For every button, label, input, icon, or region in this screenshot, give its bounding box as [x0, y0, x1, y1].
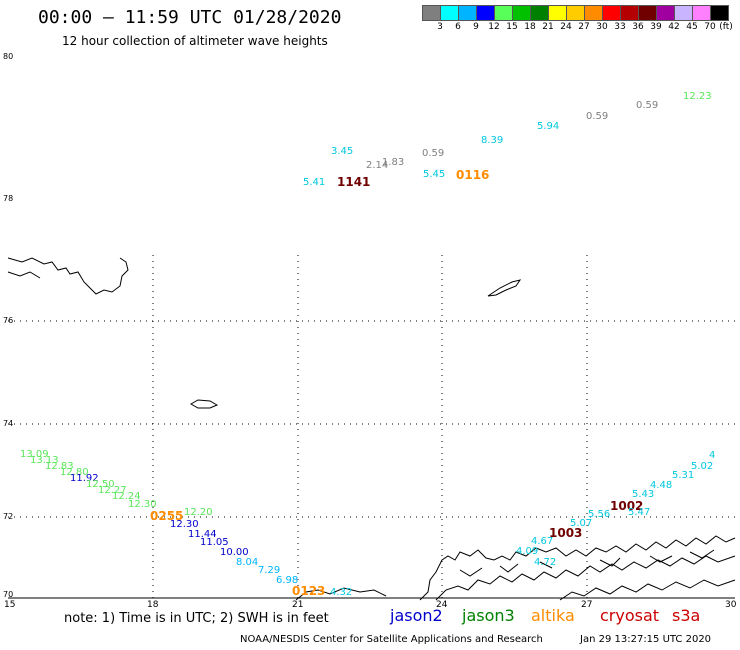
lat-label-74: 74 [3, 419, 14, 428]
scale-label: 70 [704, 22, 716, 32]
wave-height-label: 13.13 [30, 455, 59, 466]
wave-height-label: 12.30 [170, 519, 199, 530]
scale-label: 39 [650, 22, 662, 32]
wave-height-label: 0.59 [586, 111, 609, 122]
wave-height-label: 4.32 [330, 587, 353, 598]
wave-height-label: 12.30 [128, 499, 157, 510]
lon-label-24: 24 [436, 600, 448, 610]
wave-height-label: 8.39 [481, 135, 504, 146]
wave-height-label: 5.07 [570, 518, 593, 529]
wave-height-label: 5.45 [423, 169, 446, 180]
legend-jason3: jason3 [462, 606, 515, 625]
lon-label-15: 15 [4, 600, 16, 610]
lon-label-27: 27 [581, 600, 593, 610]
wave-height-label: 4.72 [534, 557, 557, 568]
wave-height-label: 5.02 [691, 461, 714, 472]
wave-height-label: 12.27 [98, 485, 127, 496]
map-subtitle: 12 hour collection of altimeter wave hei… [62, 34, 328, 48]
wave-height-label: 1.83 [382, 157, 405, 168]
wave-height-label: 11.92 [70, 473, 99, 484]
scale-label: 30 [596, 22, 608, 32]
wave-height-label: 12.20 [184, 507, 213, 518]
coastline [7, 257, 736, 601]
wave-height-label: 5.31 [672, 470, 695, 481]
legend-s3a: s3a [672, 606, 701, 625]
wave-height-label: 2.14 [366, 160, 389, 171]
legend-jason2: jason2 [390, 606, 443, 625]
wave-height-label: 5.43 [632, 489, 655, 500]
lon-label-30: 30 [725, 600, 737, 610]
scale-label: 15 [506, 22, 518, 32]
wave-height-label: 1003 [549, 526, 583, 540]
wave-height-label: 8.04 [236, 557, 259, 568]
legend-cryosat: cryosat [600, 606, 660, 625]
wave-height-label: 12.50 [86, 479, 115, 490]
wave-height-label: 5.47 [628, 507, 651, 518]
lat-label-72: 72 [3, 512, 14, 521]
wave-height-label: 5.56 [588, 509, 611, 520]
wave-height-label: 13.09 [20, 449, 49, 460]
wave-height-label: 0.59 [422, 148, 445, 159]
wave-height-label: 6.98 [276, 575, 299, 586]
wave-height-label: 4 [709, 450, 716, 461]
scale-label: 21 [542, 22, 554, 32]
footer-note: note: 1) Time is in UTC; 2) SWH is in fe… [64, 611, 329, 626]
wave-height-label: 4.67 [531, 536, 554, 547]
scale-label: 45 [686, 22, 698, 32]
wave-height-label: 1002 [610, 499, 644, 513]
wave-height-label: 11.05 [200, 537, 229, 548]
wave-height-label: 12.24 [112, 491, 141, 502]
map-title: 00:00 – 11:59 UTC 01/28/2020 [38, 7, 342, 28]
wave-height-label: 4.48 [650, 480, 673, 491]
scale-label: 12 [488, 22, 500, 32]
lon-label-18: 18 [147, 600, 159, 610]
wave-height-label: 12.83 [45, 461, 74, 472]
scale-unit: (ft) [719, 22, 733, 32]
wave-height-label: 12.23 [683, 91, 712, 102]
lat-label-70: 70 [3, 590, 14, 599]
generation-timestamp: Jan 29 13:27:15 UTC 2020 [580, 634, 712, 645]
scale-label: 24 [560, 22, 572, 32]
scale-swatch [710, 5, 729, 21]
graticule [8, 255, 735, 600]
wave-height-label: 0255 [150, 509, 184, 523]
wave-height-label: 5.41 [303, 177, 326, 188]
scale-label: 33 [614, 22, 626, 32]
wave-height-label: 3.45 [331, 146, 354, 157]
wave-height-label: 0123 [292, 584, 326, 598]
scale-label: 42 [668, 22, 680, 32]
wave-height-label: 0.59 [636, 100, 659, 111]
lat-label-76: 76 [3, 316, 14, 325]
lon-label-21: 21 [292, 600, 304, 610]
lat-label-78: 78 [3, 194, 14, 203]
wave-height-label: 10.00 [220, 547, 249, 558]
wave-height-label: 0116 [456, 168, 490, 182]
scale-label: 6 [455, 22, 461, 32]
scale-label: 18 [524, 22, 536, 32]
wave-height-label: 12.80 [60, 467, 89, 478]
scale-label: 9 [473, 22, 479, 32]
credit-text: NOAA/NESDIS Center for Satellite Applica… [240, 634, 543, 645]
wave-height-label: 7.29 [258, 565, 281, 576]
wave-height-label: 11.44 [188, 529, 217, 540]
scale-label: 27 [578, 22, 590, 32]
wave-height-label: 5.94 [537, 121, 560, 132]
wave-height-label: 1141 [337, 175, 371, 189]
wave-height-label: 4.09 [516, 546, 539, 557]
scale-label: 36 [632, 22, 644, 32]
scale-label: 3 [437, 22, 443, 32]
legend-altika: altika [531, 606, 575, 625]
lat-label-80: 80 [3, 52, 14, 61]
